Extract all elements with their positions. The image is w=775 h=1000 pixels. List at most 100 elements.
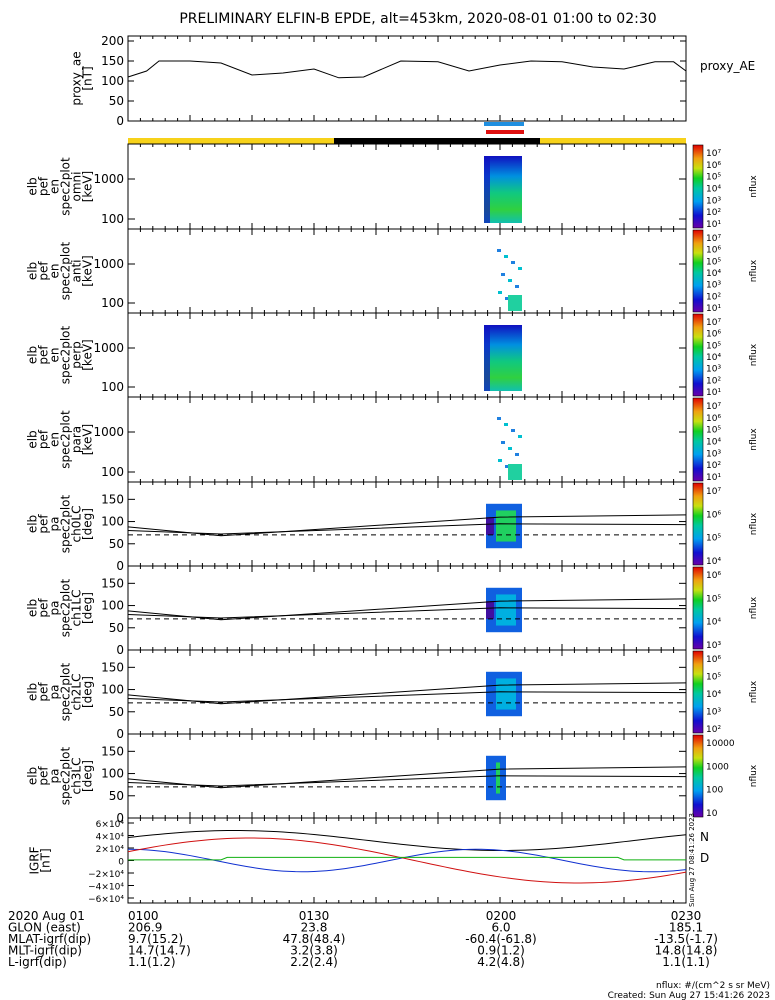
energy-panel-0-ylabel-line: en (48, 179, 62, 194)
y-tick-label: 150 (101, 492, 124, 506)
y-tick-label: 50 (109, 705, 124, 719)
colorbar-tick-label: 10⁵ (706, 257, 721, 267)
colorbar (692, 313, 704, 397)
y-tick-label: 100 (101, 465, 124, 479)
energy-panel-0-ylabel-line: pef (37, 176, 51, 196)
colorbar-tick-label: 10² (706, 208, 721, 218)
colorbar-label: nflux (749, 596, 759, 619)
colorbar-tick-label: 1000 (706, 762, 729, 772)
y-tick-label: 150 (101, 54, 124, 68)
colorbar (692, 482, 704, 566)
y-tick-label: 1000 (93, 425, 124, 439)
pa-panel-3-ylabel-line: pa (48, 769, 62, 784)
region-bar-yellow-left (128, 138, 334, 144)
igrf-total-line (127, 830, 687, 851)
y-tick-label: −2×10⁴ (88, 870, 124, 880)
pa-core (496, 678, 516, 710)
colorbar-tick-label: 10² (706, 292, 721, 302)
pa-panel-0-spectrogram (486, 503, 522, 549)
colorbar-tick-label: 10³ (706, 641, 721, 651)
footer-value: 47.8(48.4) (283, 932, 346, 946)
y-tick-label: 100 (101, 515, 124, 529)
proxy-ae-ylabel-line: [nT] (81, 66, 95, 90)
energy-panel-1-spectrogram (497, 249, 522, 311)
footer-value: -60.4(-61.8) (465, 932, 536, 946)
spectrogram-block (508, 464, 522, 480)
region-bar-black (334, 138, 540, 144)
energy-panel-1-ylabel-line: elb (26, 262, 40, 280)
energy-panel-3-ylabel-line: para (70, 426, 84, 453)
y-tick-label: 6×10⁴ (96, 820, 125, 830)
colorbar-label-text: nflux (749, 343, 759, 366)
proxy-ae-frame (127, 35, 687, 122)
igrf-legend-d: D (700, 851, 709, 865)
colorbar-tick-label: 10⁴ (706, 269, 721, 279)
footer-value: 14.8(14.8) (655, 944, 718, 958)
pa-panel-2-middle-line (127, 691, 687, 703)
colorbar-tick-label: 10¹ (706, 388, 721, 398)
pa-panel-1-upper-line (127, 598, 687, 621)
footer-value: -13.5(-1.7) (654, 932, 718, 946)
y-tick-label: −4×10⁴ (88, 883, 124, 893)
energy-panel-3-ylabel-line: pef (37, 429, 51, 449)
spectrogram-speck (498, 459, 502, 462)
energy-panel-2-ylabel-line: pef (37, 345, 51, 365)
y-tick-label: 200 (101, 34, 124, 48)
spectrogram-block (484, 156, 522, 223)
spectrogram-block (508, 295, 522, 311)
colorbar-tick-label: 10⁶ (706, 571, 721, 581)
pa-edge (486, 517, 494, 535)
proxy-ae-ylabel-line: proxy_ae (70, 51, 84, 105)
y-tick-label: −6×10⁴ (88, 895, 124, 905)
figure-title: PRELIMINARY ELFIN-B EPDE, alt=453km, 202… (179, 11, 656, 27)
footer-value: 0130 (299, 909, 330, 923)
footer-value: 1.1(1.2) (128, 955, 176, 969)
y-tick-label: 100 (101, 212, 124, 226)
footer-value: 3.2(3.8) (290, 944, 338, 958)
pa-panel-3-colorbar: 10000 1000 100 10 nflux (692, 734, 759, 819)
y-tick-label: 0 (116, 114, 124, 128)
colorbar-tick-label: 10¹ (706, 220, 721, 230)
pa-panel-3-ylabel-line: [deg] (81, 760, 95, 792)
energy-panel-1-ylabel-line: pef (37, 261, 51, 281)
spectrogram-speck (508, 279, 512, 282)
energy-panel-0-ylabel-line: omni (70, 172, 84, 202)
footer-row-label: MLT-igrf(dip) (8, 944, 82, 958)
pa-panel-3-upper-line (127, 766, 687, 789)
spectrogram-speck (511, 429, 515, 432)
colorbar (692, 566, 704, 650)
colorbar-label-text: nflux (749, 259, 759, 282)
pa-panel-2-ylabel-line: ch2LC (70, 674, 84, 711)
footer-created: Created: Sun Aug 27 15:41:26 2023 (608, 991, 770, 1000)
energy-panel-0-frame (127, 143, 687, 230)
energy-panel-2-axes: 1000 100 (93, 313, 687, 397)
spectrogram-block (484, 325, 522, 391)
spectrogram-speck (501, 273, 505, 276)
y-tick-label: 50 (109, 789, 124, 803)
colorbar-label-text: nflux (749, 680, 759, 703)
colorbar-tick-label: 10⁵ (706, 341, 721, 351)
colorbar-tick-label: 10000 (706, 739, 735, 749)
pa-panel-0-ylabel-line: spec2plot (59, 494, 73, 553)
colorbar-tick-label: 10⁴ (706, 557, 721, 567)
pa-panel-2-upper-line (127, 682, 687, 705)
pa-panel-2-ylabel-line: pef (37, 682, 51, 702)
y-tick-label: 1000 (93, 172, 124, 186)
y-tick-label: 100 (101, 74, 124, 88)
pa-panel-0-colorbar: 10⁷ 10⁶ 10⁵ 10⁴ nflux (692, 482, 759, 567)
colorbar-label: nflux (749, 343, 759, 366)
colorbar-label: nflux (749, 764, 759, 787)
pa-panel-0-ylabel-line: elb (26, 515, 40, 533)
y-tick-label: 2×10⁴ (96, 845, 125, 855)
pa-panel-0-middle-line (127, 523, 687, 535)
pa-panel-1-spectrogram (486, 587, 522, 633)
spectrogram-speck (511, 261, 515, 264)
colorbar-tick-label: 10⁷ (706, 402, 721, 412)
igrf-ylabel-line: [nT] (39, 848, 53, 872)
